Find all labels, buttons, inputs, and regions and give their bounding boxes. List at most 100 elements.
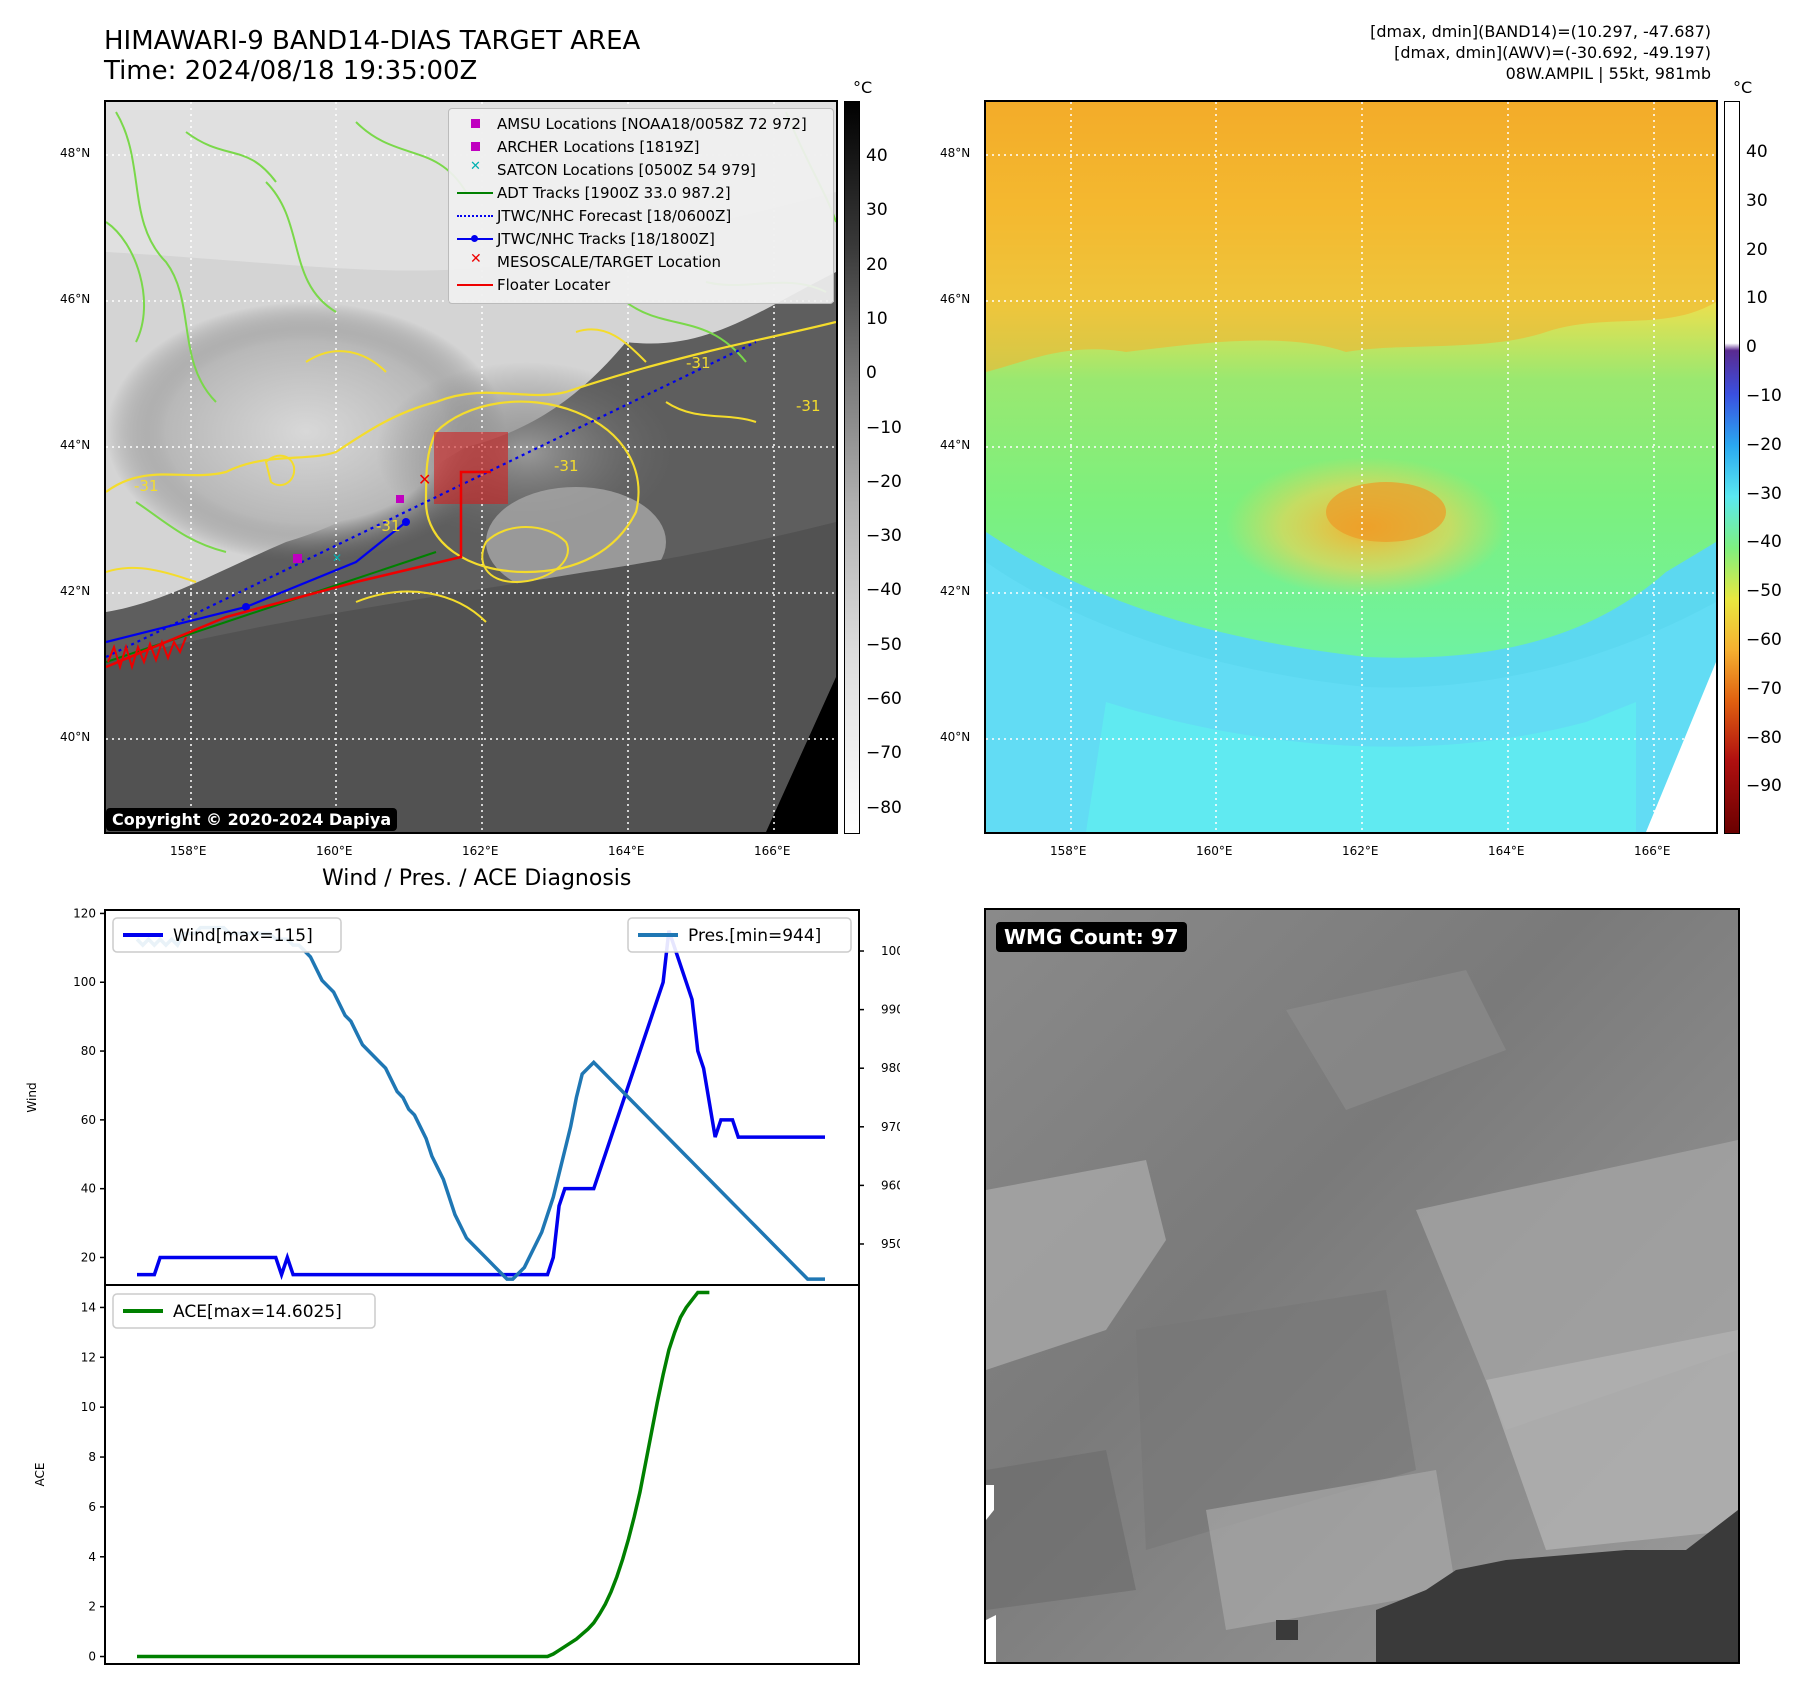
colorbar-tick: −40 <box>866 580 902 601</box>
colorbar-tick: −70 <box>866 743 902 764</box>
ace-tick-label: 4 <box>88 1550 96 1564</box>
magenta-square-icon <box>457 113 493 135</box>
lon-label: 162°E <box>1342 844 1379 858</box>
red-line-icon <box>457 274 493 296</box>
pressure-tick-label: 960 <box>881 1178 900 1192</box>
pressure-tick-label: 980 <box>881 1061 900 1075</box>
colorbar-tick: 20 <box>1746 239 1768 260</box>
info-awv-range: [dmax, dmin](AWV)=(-30.692, -49.197) <box>1394 43 1711 62</box>
lat-label: 48°N <box>60 146 91 160</box>
ace-tick-label: 12 <box>81 1350 96 1364</box>
diagnosis-title: Wind / Pres. / ACE Diagnosis <box>322 866 632 891</box>
colorbar-tick: 20 <box>866 254 888 275</box>
lat-label: 44°N <box>60 438 91 452</box>
colorbar-tick: −20 <box>1746 434 1782 455</box>
contour-label: -31 <box>554 457 579 475</box>
colorbar-tick: −30 <box>866 526 902 547</box>
awv-colorbar-unit: °C <box>1733 78 1753 97</box>
colorbar-tick: −10 <box>866 417 902 438</box>
lon-label: 158°E <box>170 844 207 858</box>
lat-label: 48°N <box>940 146 971 160</box>
pressure-series-line <box>135 925 825 1281</box>
colorbar-tick: 10 <box>1746 288 1768 309</box>
lat-label: 44°N <box>940 438 971 452</box>
pressure-tick-label: 990 <box>881 1003 900 1017</box>
colorbar-tick: −10 <box>1746 386 1782 406</box>
wmg-count-badge: WMG Count: 97 <box>996 922 1187 952</box>
pressure-tick-label: 950 <box>881 1237 900 1251</box>
magenta-square-icon <box>457 136 493 158</box>
lon-label: 164°E <box>608 844 645 858</box>
colorbar-tick: 0 <box>866 363 877 384</box>
awv-map-panel <box>984 100 1718 834</box>
lon-label: 160°E <box>316 844 353 858</box>
wmg-panel: WMG Count: 97 <box>984 908 1740 1664</box>
awv-imagery <box>986 102 1716 832</box>
ace-axis-label: ACE <box>33 1463 47 1487</box>
contour-label: -31 <box>134 477 159 495</box>
colorbar-tick: 10 <box>866 308 888 329</box>
ace-series-line <box>137 1290 710 1659</box>
mesoscale-marker: ✕ <box>418 470 431 489</box>
info-storm: 08W.AMPIL | 55kt, 981mb <box>1505 64 1711 83</box>
wind-tick-label: 120 <box>73 906 96 920</box>
ace-tick-label: 0 <box>88 1650 96 1664</box>
colorbar-tick: 30 <box>866 200 888 221</box>
lon-label: 164°E <box>1488 844 1525 858</box>
lat-label: 40°N <box>60 730 91 744</box>
wind-legend-box <box>112 917 342 953</box>
wmg-imagery <box>986 910 1738 1662</box>
colorbar-tick: −80 <box>866 797 902 818</box>
figure-title: HIMAWARI-9 BAND14-DIAS TARGET AREA <box>104 26 641 56</box>
wind-axis-label: Wind <box>25 1082 39 1112</box>
lon-label: 160°E <box>1196 844 1233 858</box>
ace-legend-label: ACE[max=14.6025] <box>173 1302 342 1322</box>
contour-label: -31 <box>796 397 821 415</box>
colorbar-tick: −30 <box>1746 483 1782 504</box>
wind-tick-label: 60 <box>81 1113 96 1127</box>
pressure-tick-label: 1000 <box>881 944 900 958</box>
ir-map-panel: ✕ ✕ -31 -31 -31 -31 -31 AMSU Locations [… <box>104 100 838 834</box>
colorbar-tick: 0 <box>1746 337 1757 358</box>
ace-tick-label: 10 <box>81 1400 96 1414</box>
colorbar-tick: 40 <box>866 146 888 166</box>
wind-pressure-frame <box>104 909 860 1286</box>
colorbar-tick: −90 <box>1746 776 1782 797</box>
ace-tick-label: 6 <box>88 1500 96 1514</box>
colorbar-tick: −50 <box>866 634 902 655</box>
ace-legend-box <box>112 1293 376 1329</box>
lat-label: 42°N <box>940 584 971 598</box>
ace-tick-label: 14 <box>81 1300 96 1314</box>
lat-label: 42°N <box>60 584 91 598</box>
colorbar-tick: −80 <box>1746 727 1782 748</box>
figure-time: Time: 2024/08/18 19:35:00Z <box>104 56 478 86</box>
ace-frame <box>104 1284 860 1665</box>
lon-label: 158°E <box>1050 844 1087 858</box>
colorbar-tick: −40 <box>1746 532 1782 553</box>
lon-label: 166°E <box>754 844 791 858</box>
contour-label: -31 <box>376 517 401 535</box>
ir-colorbar-unit: °C <box>853 78 873 97</box>
satcon-marker: ✕ <box>332 551 342 565</box>
amsu-marker <box>293 554 302 563</box>
ace-tick-label: 2 <box>88 1600 96 1614</box>
colorbar-tick: −20 <box>866 471 902 492</box>
blue-dotted-line-icon <box>457 205 493 227</box>
red-x-icon: ✕ <box>470 251 482 267</box>
ace-tick-label: 8 <box>88 1450 96 1464</box>
wind-tick-label: 40 <box>81 1182 96 1196</box>
ir-colorbar <box>844 101 860 834</box>
pressure-legend-label: Pres.[min=944] <box>688 926 821 946</box>
colorbar-tick: −70 <box>1746 678 1782 699</box>
blue-line-dot-icon <box>457 228 493 250</box>
lon-label: 166°E <box>1634 844 1671 858</box>
diagnosis-charts: 1201008060402010009909809709609501412108… <box>25 906 900 1665</box>
green-line-icon <box>457 182 493 204</box>
info-band14-range: [dmax, dmin](BAND14)=(10.297, -47.687) <box>1370 22 1711 41</box>
wind-series-line <box>137 930 825 1281</box>
lat-label: 40°N <box>940 730 971 744</box>
pressure-tick-label: 970 <box>881 1120 900 1134</box>
lat-label: 46°N <box>60 292 91 306</box>
awv-colorbar <box>1724 101 1740 834</box>
colorbar-tick: 30 <box>1746 190 1768 211</box>
